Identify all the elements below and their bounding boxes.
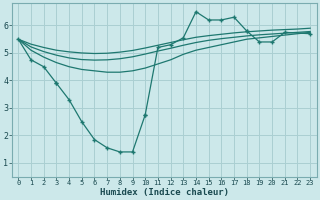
- X-axis label: Humidex (Indice chaleur): Humidex (Indice chaleur): [100, 188, 229, 197]
